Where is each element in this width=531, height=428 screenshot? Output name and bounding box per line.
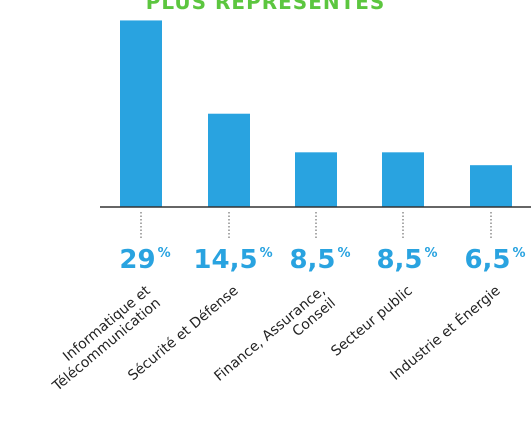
bar-2 (208, 113, 250, 207)
value-label-1: 29% (119, 245, 170, 275)
value-label-2: 14,5% (193, 245, 272, 275)
category-labels-group: Informatique etTélécommunicationSécurité… (39, 282, 504, 395)
value-labels-group: 29% 14,5% 8,5% 8,5% 6,5% (119, 245, 525, 275)
category-label-4: Secteur public (328, 283, 415, 360)
bar-4 (382, 152, 424, 207)
value-label-4: 8,5% (376, 245, 437, 275)
bar-3 (295, 152, 337, 207)
chart-title: PLUS REPRÉSENTÉS (145, 0, 386, 14)
bar-1 (120, 20, 162, 207)
value-label-5: 6,5% (464, 245, 525, 275)
category-label-1: Informatique etTélécommunication (39, 282, 165, 395)
bars-group (120, 20, 512, 207)
connector-group (140, 212, 492, 238)
bar-5 (470, 165, 512, 207)
value-label-3: 8,5% (289, 245, 350, 275)
